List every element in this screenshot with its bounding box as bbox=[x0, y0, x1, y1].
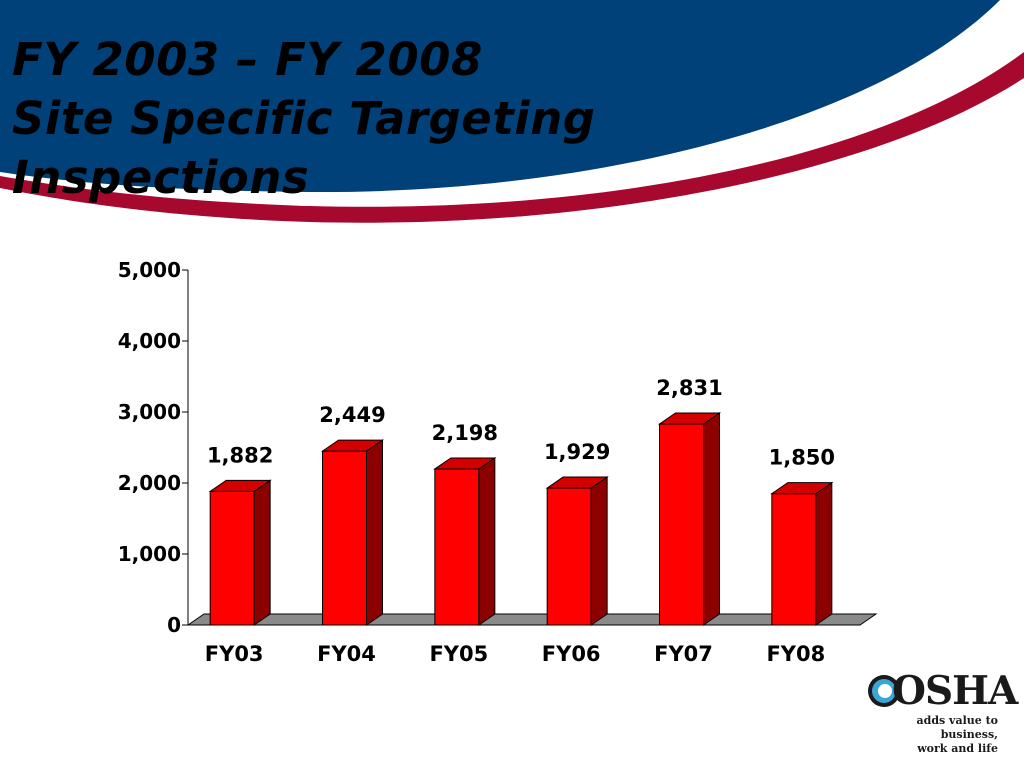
banner-blue-swoosh bbox=[0, 0, 1000, 193]
x-tick-label: FY06 bbox=[542, 642, 601, 666]
bar-top bbox=[433, 457, 497, 470]
bar-top bbox=[770, 482, 834, 495]
logo-tagline-line-2: work and life bbox=[917, 742, 998, 755]
data-label: 1,929 bbox=[544, 440, 610, 464]
osha-logo-mark bbox=[868, 675, 900, 707]
slide-title: FY 2003 – FY 2008 Site Specific Targetin… bbox=[12, 30, 595, 207]
title-line-2: Site Specific Targeting bbox=[12, 92, 596, 145]
logo-wordmark: OSHA bbox=[892, 668, 1018, 714]
bar bbox=[546, 487, 592, 626]
data-label: 2,449 bbox=[319, 403, 385, 427]
y-tick-label: 2,000 bbox=[118, 471, 181, 495]
x-tick-label: FY07 bbox=[654, 642, 713, 666]
y-tick-label: 0 bbox=[167, 613, 181, 637]
data-label: 1,850 bbox=[769, 446, 835, 470]
data-label: 2,198 bbox=[432, 421, 498, 445]
logo-tagline-line-1: adds value to business, bbox=[916, 714, 998, 741]
bar bbox=[771, 493, 817, 626]
bar bbox=[322, 450, 367, 626]
y-tick-label: 5,000 bbox=[118, 258, 181, 282]
osha-logo: OSHA adds value to business, work and li… bbox=[862, 666, 1018, 755]
bar-top bbox=[208, 479, 272, 492]
bar-side bbox=[478, 456, 496, 626]
x-tick-label: FY04 bbox=[317, 642, 376, 666]
y-tick-label: 3,000 bbox=[118, 400, 181, 424]
y-tick-label: 4,000 bbox=[118, 329, 181, 353]
bar-side bbox=[703, 412, 720, 626]
bar-side bbox=[366, 439, 383, 626]
x-tick-label: FY08 bbox=[766, 642, 825, 666]
bar bbox=[209, 490, 255, 626]
bar-top bbox=[657, 412, 722, 425]
y-tick-label: 1,000 bbox=[118, 542, 181, 566]
bar bbox=[659, 423, 704, 626]
title-line-3: Inspections bbox=[12, 151, 310, 204]
x-tick-label: FY03 bbox=[205, 642, 264, 666]
bar-chart: 0 1,000 2,000 3,000 4,000 5,000 1,882 FY03 2,449… bbox=[118, 258, 878, 666]
bar-top bbox=[320, 439, 385, 452]
title-line-1: FY 2003 – FY 2008 bbox=[12, 33, 483, 86]
x-tick-label: FY05 bbox=[429, 642, 488, 666]
bar-side bbox=[590, 476, 608, 626]
logo-tagline: adds value to business, work and life bbox=[862, 714, 998, 756]
bar-top bbox=[545, 476, 609, 489]
header-banner bbox=[0, 0, 1024, 223]
data-label: 2,831 bbox=[656, 376, 722, 400]
bar-side bbox=[815, 481, 833, 626]
bar-side bbox=[253, 479, 271, 626]
data-label: 1,882 bbox=[207, 443, 273, 467]
bar bbox=[434, 468, 480, 626]
